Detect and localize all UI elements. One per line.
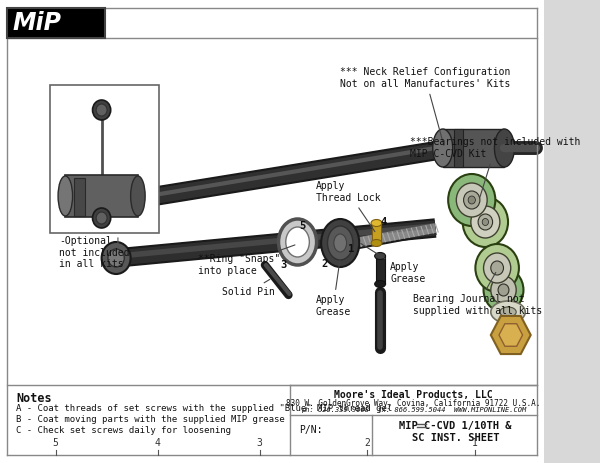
Text: 4: 4 bbox=[380, 217, 387, 227]
Text: 3: 3 bbox=[280, 260, 286, 270]
Text: 4: 4 bbox=[155, 438, 161, 448]
Ellipse shape bbox=[119, 186, 144, 214]
Bar bbox=[74, 178, 85, 216]
Ellipse shape bbox=[491, 261, 503, 275]
Ellipse shape bbox=[475, 244, 519, 292]
Text: B - Coat moving parts with the supplied MIP grease: B - Coat moving parts with the supplied … bbox=[16, 415, 285, 424]
Ellipse shape bbox=[334, 234, 347, 252]
Ellipse shape bbox=[468, 196, 475, 204]
Ellipse shape bbox=[478, 214, 493, 230]
Ellipse shape bbox=[321, 219, 359, 267]
Bar bbox=[372, 223, 381, 243]
Text: A - Coat threads of set screws with the supplied "Blue" MIP thread gel: A - Coat threads of set screws with the … bbox=[16, 404, 392, 413]
Ellipse shape bbox=[101, 242, 131, 274]
Ellipse shape bbox=[371, 219, 382, 226]
Text: 5: 5 bbox=[299, 221, 305, 231]
Ellipse shape bbox=[286, 227, 310, 257]
Bar bbox=[454, 129, 463, 167]
Bar bbox=[443, 129, 505, 167]
Ellipse shape bbox=[463, 197, 508, 247]
Text: Apply
Grease: Apply Grease bbox=[316, 261, 351, 317]
Ellipse shape bbox=[491, 301, 525, 323]
Text: Apply
Grease: Apply Grease bbox=[361, 244, 425, 284]
Ellipse shape bbox=[484, 268, 523, 312]
Text: Solid Pin: Solid Pin bbox=[222, 280, 275, 297]
Text: Apply
Thread Lock: Apply Thread Lock bbox=[316, 181, 380, 232]
Ellipse shape bbox=[500, 307, 516, 317]
Text: 2: 2 bbox=[322, 259, 328, 269]
Ellipse shape bbox=[374, 281, 386, 288]
Text: 1: 1 bbox=[472, 438, 478, 448]
Bar bbox=[7, 8, 105, 38]
Ellipse shape bbox=[92, 100, 110, 120]
Text: C - Check set screws daily for loosening: C - Check set screws daily for loosening bbox=[16, 426, 232, 435]
Text: 1: 1 bbox=[348, 244, 354, 254]
Text: ***Bearings not included with
MIP C-CVD Kit: ***Bearings not included with MIP C-CVD … bbox=[410, 137, 580, 197]
Text: MIP C-CVD 1/10TH &
SC INST. SHEET: MIP C-CVD 1/10TH & SC INST. SHEET bbox=[399, 421, 512, 443]
Ellipse shape bbox=[374, 252, 386, 259]
Ellipse shape bbox=[448, 174, 496, 226]
Ellipse shape bbox=[96, 104, 107, 116]
Ellipse shape bbox=[278, 219, 317, 265]
Ellipse shape bbox=[491, 276, 516, 304]
Text: 830 W. GoldenGrove Way, Covina, California 91722 U.S.A.: 830 W. GoldenGrove Way, Covina, Californ… bbox=[286, 399, 541, 408]
Text: Bearing Journal not
supplied with all kits: Bearing Journal not supplied with all ki… bbox=[413, 272, 542, 316]
Text: P/N:: P/N: bbox=[299, 425, 323, 435]
Text: -Optional-
not included
in all kits: -Optional- not included in all kits bbox=[59, 236, 130, 269]
Bar bbox=[50, 85, 159, 233]
Ellipse shape bbox=[108, 249, 124, 267]
Text: ph: 626.339.9008  fx: 866.599.5044  WWW.MIPONLINE.COM: ph: 626.339.9008 fx: 866.599.5044 WWW.MI… bbox=[301, 407, 526, 413]
Ellipse shape bbox=[58, 176, 73, 216]
Ellipse shape bbox=[371, 239, 382, 246]
Text: Moore's Ideal Products, LLC: Moore's Ideal Products, LLC bbox=[334, 390, 493, 400]
Ellipse shape bbox=[124, 192, 139, 208]
Ellipse shape bbox=[494, 129, 514, 167]
Ellipse shape bbox=[482, 219, 488, 225]
Ellipse shape bbox=[471, 206, 500, 238]
Ellipse shape bbox=[433, 129, 452, 167]
Ellipse shape bbox=[498, 284, 509, 296]
Text: Notes: Notes bbox=[16, 392, 52, 405]
Text: 2: 2 bbox=[364, 438, 370, 448]
Bar bbox=[376, 256, 385, 284]
Ellipse shape bbox=[484, 253, 511, 283]
Text: MiP: MiP bbox=[13, 11, 62, 35]
Text: 3: 3 bbox=[257, 438, 263, 448]
Text: *** Neck Relief Configuration
Not on all Manufactures' Kits: *** Neck Relief Configuration Not on all… bbox=[340, 67, 511, 145]
Bar bbox=[65, 175, 138, 217]
Ellipse shape bbox=[328, 226, 353, 260]
Text: **Ring "Snaps"
into place: **Ring "Snaps" into place bbox=[198, 245, 295, 276]
Ellipse shape bbox=[96, 212, 107, 224]
Ellipse shape bbox=[92, 208, 110, 228]
Ellipse shape bbox=[464, 191, 480, 209]
Ellipse shape bbox=[457, 183, 487, 217]
Text: 5: 5 bbox=[53, 438, 59, 448]
Ellipse shape bbox=[131, 176, 145, 216]
